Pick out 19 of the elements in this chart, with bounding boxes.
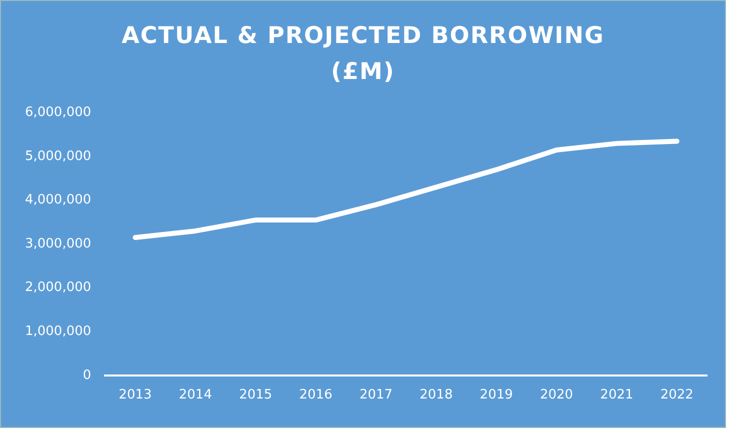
y-tick-label: 0: [82, 368, 92, 383]
x-tick-label: 2013: [118, 388, 152, 403]
x-tick-label: 2016: [299, 388, 332, 403]
y-tick-label: 5,000,000: [24, 148, 92, 164]
y-tick-label: 1,000,000: [24, 324, 92, 340]
y-tick-label: 4,000,000: [24, 192, 92, 208]
x-tick-label: 2014: [178, 388, 212, 403]
chart-title: ACTUAL & PROJECTED BORROWING: [120, 23, 606, 49]
x-tick-label: 2020: [540, 388, 574, 403]
y-tick-label: 2,000,000: [24, 280, 92, 296]
y-tick-label: 3,000,000: [24, 236, 92, 252]
x-tick-label: 2018: [420, 388, 453, 403]
chart-subtitle: (£M): [330, 59, 396, 85]
x-tick-label: 2015: [239, 388, 272, 403]
x-tick-label: 2017: [359, 388, 393, 403]
x-tick-label: 2021: [600, 388, 634, 403]
x-tick-label: 2022: [660, 388, 694, 403]
y-tick-label: 6,000,000: [24, 105, 92, 120]
x-tick-label: 2019: [480, 388, 513, 403]
